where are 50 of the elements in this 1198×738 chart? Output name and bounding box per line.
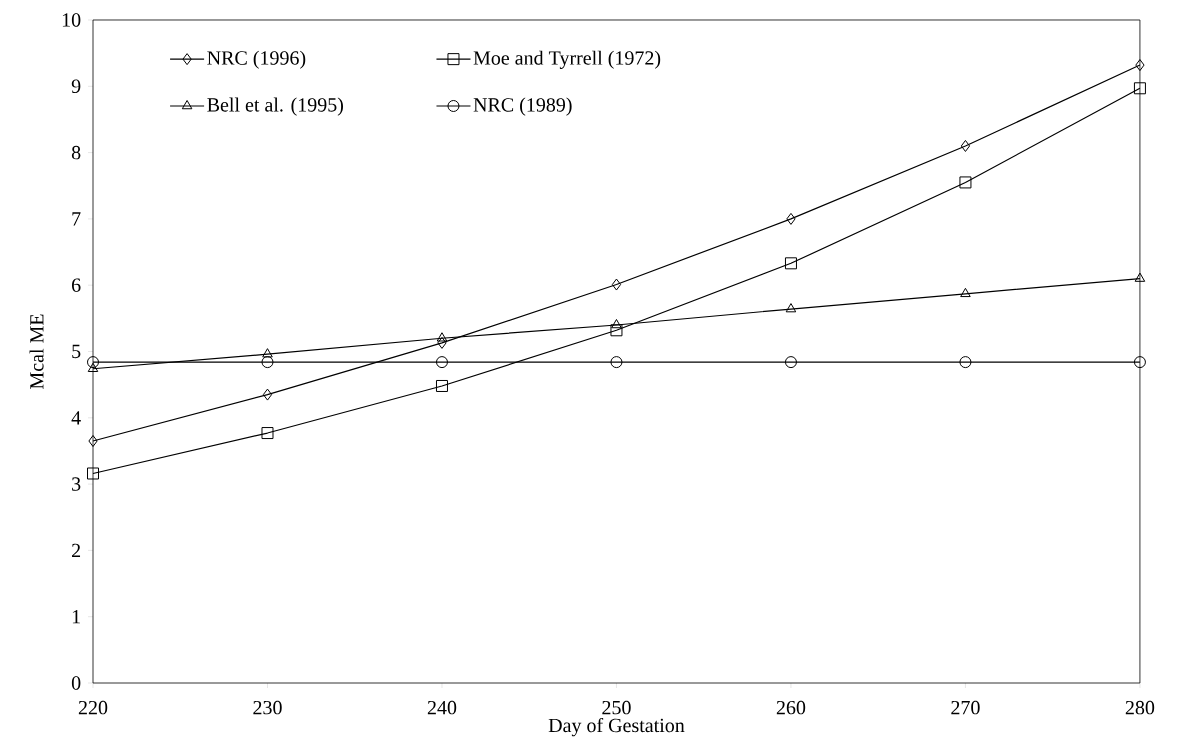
point <box>784 257 797 270</box>
point <box>88 435 98 447</box>
point <box>1134 272 1146 282</box>
point <box>611 318 622 329</box>
x-axis-title: Day of Gestation <box>548 717 685 737</box>
point <box>262 348 273 358</box>
y-tick-label: 3 <box>72 477 81 491</box>
point <box>784 356 797 369</box>
x-tick-label: 280 <box>1125 700 1155 715</box>
x-tick-label: 270 <box>951 700 980 715</box>
y-tick-label: 6 <box>71 278 81 292</box>
point <box>1133 82 1146 95</box>
point <box>960 287 971 298</box>
legend-label: Moe and Tyrrell (1972) <box>473 50 661 69</box>
point <box>610 356 623 369</box>
point <box>436 332 448 342</box>
point <box>1135 59 1145 72</box>
point <box>960 139 971 152</box>
point <box>611 278 622 291</box>
point <box>959 356 972 369</box>
y-tick-label: 0 <box>71 676 81 690</box>
legend-label: NRC (1989) <box>473 97 572 116</box>
point <box>261 427 274 440</box>
x-tick-label: 230 <box>253 700 282 715</box>
y-tick-label: 2 <box>72 543 81 558</box>
y-tick-label: 10 <box>62 13 81 27</box>
y-tick-label: 9 <box>71 79 81 94</box>
legend-label: NRC (1996) <box>207 50 306 69</box>
y-tick-label: 1 <box>72 610 80 624</box>
point <box>959 176 972 189</box>
x-tick-label: 240 <box>427 700 457 715</box>
y-tick-label: 4 <box>71 411 81 425</box>
y-tick-label: 7 <box>72 212 81 226</box>
legend-label: Bell et al. (1995) <box>207 97 344 116</box>
y-tick-label: 8 <box>71 145 81 160</box>
point <box>437 336 447 349</box>
point <box>435 356 448 369</box>
point <box>87 467 99 480</box>
y-tick-label: 5 <box>72 344 81 359</box>
y-axis-title: Mcal ME <box>29 314 44 389</box>
x-tick-label: 250 <box>602 700 631 715</box>
x-tick-label: 220 <box>78 700 108 715</box>
point <box>610 324 623 337</box>
point <box>785 303 797 313</box>
point <box>1133 356 1146 369</box>
point <box>786 212 796 225</box>
point <box>261 356 274 369</box>
point <box>435 379 448 392</box>
point <box>262 388 273 401</box>
x-tick-label: 260 <box>776 700 806 715</box>
